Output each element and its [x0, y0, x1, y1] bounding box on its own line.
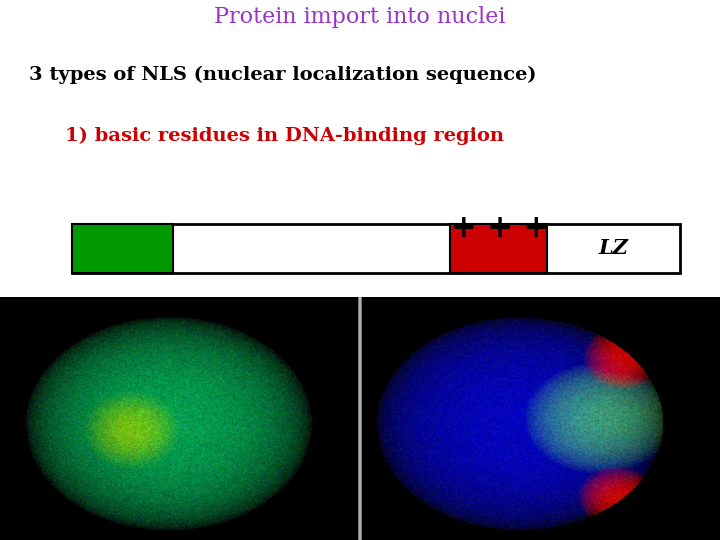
Text: Protein import into nuclei: Protein import into nuclei	[215, 6, 505, 28]
Bar	[450, 224, 547, 273]
Text: LZ: LZ	[599, 238, 629, 259]
Bar	[72, 224, 680, 273]
Text: + + +: + + +	[451, 213, 549, 244]
Text: 3 types of NLS (nuclear localization sequence): 3 types of NLS (nuclear localization seq…	[29, 66, 536, 84]
Bar	[72, 224, 173, 273]
Text: 1) basic residues in DNA-binding region: 1) basic residues in DNA-binding region	[65, 127, 504, 145]
